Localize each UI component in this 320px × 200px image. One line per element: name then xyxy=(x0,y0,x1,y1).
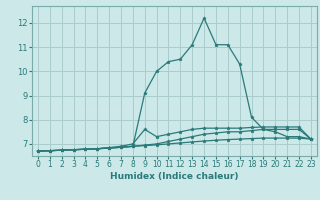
X-axis label: Humidex (Indice chaleur): Humidex (Indice chaleur) xyxy=(110,172,239,181)
